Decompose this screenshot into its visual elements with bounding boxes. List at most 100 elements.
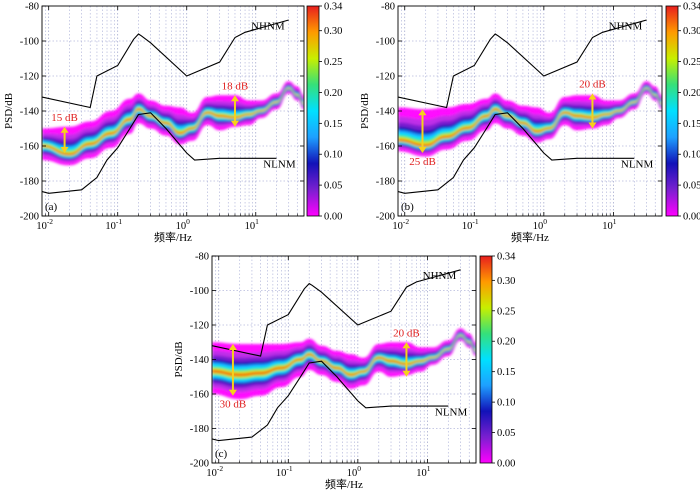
ppsd-density	[212, 328, 476, 400]
colorbar-tick-label: 0.20	[497, 337, 515, 348]
plot-area	[398, 6, 662, 216]
y-tick-label: -140	[376, 107, 395, 118]
annotation-label: 18 dB	[222, 80, 249, 92]
colorbar-tick-label: 0.34	[497, 252, 516, 263]
y-tick-label: -180	[376, 177, 395, 188]
y-axis-label: PSD/dB	[3, 93, 15, 129]
ppsd-density	[398, 81, 662, 157]
arrow-head-up	[588, 93, 597, 100]
y-tick-label: -200	[376, 212, 395, 223]
colorbar-tick-label: 0.34	[324, 2, 343, 13]
nhnm-label: NHNM	[251, 20, 285, 32]
x-axis-label: 频率/Hz	[154, 230, 192, 244]
ppsd-density	[42, 81, 304, 166]
nlnm-curve	[398, 112, 635, 194]
x-tick-label: 101	[602, 217, 617, 232]
x-tick-label: 101	[416, 464, 431, 479]
colorbar-tick-label: 0.10	[683, 150, 700, 161]
colorbar-tick-label: 0.25	[324, 57, 342, 68]
arrow-head-up	[418, 109, 427, 116]
colorbar-tick-label: 0.15	[683, 119, 700, 130]
y-tick-label: -120	[190, 321, 209, 332]
colorbar-tick-label: 0.00	[324, 212, 342, 223]
annotation-label: 30 dB	[220, 399, 247, 411]
arrow-head-down	[588, 122, 597, 129]
plot-area	[42, 6, 304, 216]
y-tick-label: -80	[381, 2, 395, 13]
nlnm-curve	[42, 112, 277, 194]
colorbar: 0.34 0.30 0.25 0.20 0.15 0.10 0.05 0.00	[479, 252, 516, 470]
y-tick-label: -100	[20, 37, 39, 48]
colorbar-tick-label: 0.15	[497, 367, 515, 378]
annotation-label: 15 dB	[51, 112, 78, 124]
nlnm-label: NLNM	[263, 159, 296, 171]
annotation-label: 20 dB	[579, 79, 606, 91]
y-tick-label: -120	[20, 72, 39, 83]
nlnm-label: NLNM	[621, 159, 654, 171]
colorbar-tick-label: 0.05	[497, 428, 515, 439]
x-axis-label: 频率/Hz	[325, 477, 363, 491]
x-tick-label: 100	[176, 217, 191, 232]
colorbar-tick-label: 0.00	[497, 459, 515, 470]
plot-area	[212, 256, 476, 463]
nhnm-curve	[212, 269, 461, 357]
panel-label: (c)	[215, 448, 228, 460]
x-tick-label: 10-2	[392, 217, 409, 232]
colorbar: 0.34 0.30 0.25 0.20 0.15 0.10 0.05 0.00	[665, 2, 700, 223]
y-tick-label: -200	[190, 459, 209, 470]
colorbar-tick-label: 0.10	[497, 398, 515, 409]
panel-label: (b)	[401, 201, 414, 213]
colorbar-tick-label: 0.20	[683, 88, 700, 99]
colorbar-gradient	[479, 255, 493, 464]
nhnm-label: NHNM	[609, 20, 643, 32]
arrow-head-up	[402, 342, 411, 349]
y-tick-label: -180	[20, 177, 39, 188]
x-tick-label: 10-2	[36, 217, 53, 232]
nhnm-curve	[42, 19, 289, 109]
x-tick-label: 10-1	[105, 217, 122, 232]
y-tick-label: -200	[20, 212, 39, 223]
colorbar-tick-label: 0.34	[683, 2, 700, 13]
y-tick-label: -180	[190, 424, 209, 435]
y-axis-label: PSD/dB	[359, 93, 371, 129]
arrow-head-down	[228, 389, 237, 396]
colorbar-tick-label: 0.15	[324, 119, 342, 130]
nhnm-curve	[398, 19, 647, 109]
colorbar-tick-label: 0.25	[683, 57, 700, 68]
y-tick-label: -140	[190, 355, 209, 366]
y-tick-label: -100	[190, 286, 209, 297]
colorbar-tick-label: 0.30	[683, 26, 700, 37]
colorbar-tick-label: 0.30	[324, 26, 342, 37]
x-tick-label: 10-2	[206, 464, 223, 479]
arrow-head-up	[228, 343, 237, 350]
y-tick-label: -140	[20, 107, 39, 118]
arrow-head-up	[230, 95, 239, 102]
colorbar-tick-label: 0.10	[324, 150, 342, 161]
x-tick-label: 10-1	[462, 217, 479, 232]
colorbar-tick-label: 0.05	[324, 181, 342, 192]
ppsd-band	[398, 84, 662, 152]
x-tick-label: 100	[347, 464, 362, 479]
arrow-head-down	[230, 120, 239, 127]
nhnm-label: NHNM	[423, 270, 457, 282]
colorbar-tick-label: 0.20	[324, 88, 342, 99]
colorbar-tick-label: 0.00	[683, 212, 700, 223]
y-tick-label: -160	[190, 390, 209, 401]
x-tick-label: 100	[533, 217, 548, 232]
annotation-label: 25 dB	[409, 156, 436, 168]
x-tick-label: 10-1	[276, 464, 293, 479]
x-tick-label: 101	[245, 217, 260, 232]
colorbar-gradient	[306, 5, 320, 217]
y-tick-label: -120	[376, 72, 395, 83]
annotation-label: 20 dB	[393, 327, 420, 339]
panel-label: (a)	[45, 201, 58, 213]
arrow-head-down	[402, 370, 411, 377]
colorbar-tick-label: 0.25	[497, 306, 515, 317]
colorbar-tick-label: 0.30	[497, 276, 515, 287]
arrow-head-down	[418, 147, 427, 153]
